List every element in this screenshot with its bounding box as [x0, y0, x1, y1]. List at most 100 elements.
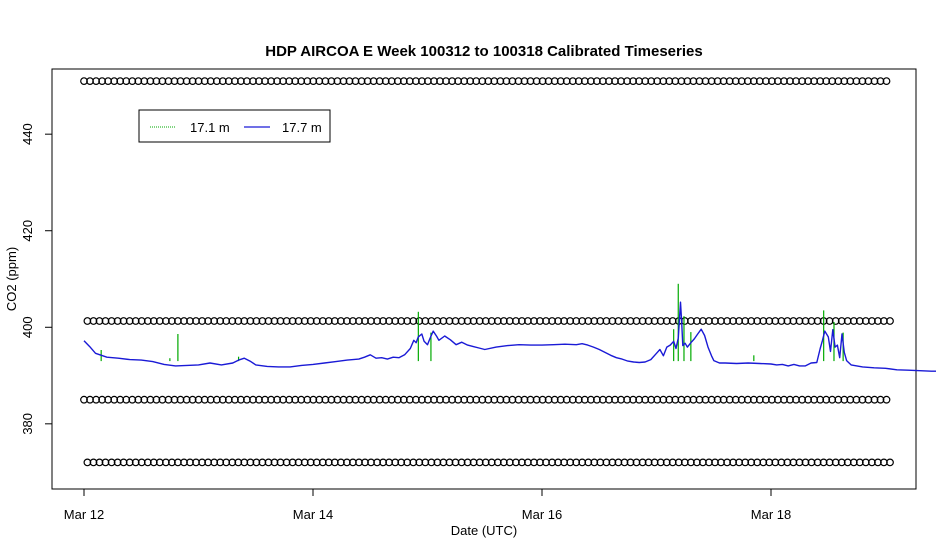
reference-marker-1-45	[355, 317, 363, 325]
reference-marker-2-49	[375, 395, 384, 404]
reference-marker-3-43	[343, 458, 351, 467]
reference-marker-3-63	[463, 458, 472, 467]
reference-marker-0-66	[478, 77, 487, 85]
reference-marker-1-68	[493, 317, 502, 325]
reference-marker-1-66	[481, 317, 490, 325]
x-tick-label-2: Mar 16	[522, 507, 562, 522]
reference-marker-1-49	[379, 317, 388, 325]
reference-marker-2-50	[381, 395, 390, 404]
reference-marker-2-63	[460, 395, 469, 404]
reference-marker-3-40	[324, 458, 333, 467]
reference-marker-0-67	[484, 77, 493, 85]
reference-marker-2-47	[363, 395, 372, 404]
reference-marker-0-133	[882, 77, 891, 85]
reference-marker-2-26	[236, 395, 245, 404]
reference-marker-0-61	[448, 77, 457, 85]
reference-marker-3-49	[379, 458, 388, 467]
reference-marker-0-69	[496, 77, 505, 85]
reference-marker-1-10	[143, 317, 152, 325]
reference-marker-3-36	[300, 458, 309, 467]
x-tick-label-3: Mar 18	[751, 507, 791, 522]
reference-marker-0-18	[188, 77, 197, 85]
reference-marker-0-59	[436, 77, 444, 85]
reference-marker-0-17	[182, 77, 191, 85]
reference-marker-0-40	[321, 77, 330, 85]
reference-marker-3-46	[361, 458, 369, 467]
reference-marker-3-27	[246, 458, 255, 467]
reference-marker-1-36	[300, 317, 309, 325]
reference-marker-0-25	[230, 77, 239, 85]
reference-marker-1-39	[318, 317, 327, 325]
reference-marker-3-21	[210, 458, 219, 467]
reference-marker-2-64	[466, 395, 475, 404]
reference-marker-0-52	[393, 77, 402, 85]
reference-marker-0-20	[200, 77, 209, 85]
reference-marker-2-61	[448, 395, 457, 404]
reference-marker-1-62	[457, 317, 466, 325]
reference-marker-1-55	[415, 317, 424, 325]
y-tick-label-2: 420	[20, 220, 35, 242]
reference-marker-0-46	[357, 77, 366, 85]
reference-marker-2-66	[478, 395, 487, 404]
reference-marker-3-10	[143, 458, 152, 467]
reference-marker-1-37	[306, 317, 315, 325]
reference-marker-0-34	[285, 77, 294, 85]
reference-marker-1-13	[161, 317, 170, 325]
reference-marker-2-22	[212, 395, 221, 404]
reference-marker-3-65	[475, 458, 484, 467]
legend-label-17-1m: 17.1 m	[190, 120, 230, 135]
reference-marker-2-38	[309, 395, 318, 404]
reference-marker-1-33	[282, 317, 291, 325]
reference-marker-0-26	[236, 77, 245, 85]
reference-marker-3-39	[318, 458, 327, 467]
reference-marker-1-21	[210, 317, 219, 325]
reference-marker-2-23	[218, 395, 227, 404]
reference-marker-2-17	[182, 395, 191, 404]
reference-marker-3-52	[397, 458, 406, 467]
reference-marker-1-52	[397, 317, 406, 325]
plot-frame	[51, 68, 917, 490]
reference-marker-1-48	[373, 317, 382, 325]
reference-marker-0-23	[218, 77, 227, 85]
reference-marker-3-45	[355, 458, 363, 467]
reference-marker-1-8	[131, 317, 140, 325]
reference-marker-2-59	[436, 395, 444, 404]
reference-marker-1-34	[288, 317, 297, 325]
x-axis-label: Date (UTC)	[451, 523, 517, 538]
legend-label-17-7m: 17.7 m	[282, 120, 322, 135]
y-axis: 380 400 420 440	[20, 123, 52, 435]
reference-marker-3-30	[264, 458, 273, 467]
reference-marker-2-52	[393, 395, 402, 404]
reference-marker-2-20	[200, 395, 209, 404]
reference-marker-1-133	[886, 317, 894, 325]
reference-marker-0-44	[345, 77, 354, 85]
reference-marker-3-60	[445, 458, 454, 467]
reference-marker-rows	[80, 77, 894, 467]
y-tick-label-3: 440	[20, 123, 35, 145]
reference-marker-0-56	[418, 77, 426, 85]
reference-marker-0-41	[327, 77, 336, 85]
legend-box	[138, 109, 331, 143]
reference-marker-0-8	[128, 77, 137, 85]
reference-marker-3-55	[415, 458, 424, 467]
reference-marker-1-25	[234, 317, 243, 325]
reference-marker-1-24	[228, 317, 237, 325]
reference-marker-0-63	[460, 77, 469, 85]
reference-marker-3-66	[481, 458, 490, 467]
reference-marker-2-9	[134, 395, 143, 404]
reference-marker-0-14	[164, 77, 173, 85]
reference-marker-3-11	[149, 458, 158, 467]
chart-title: HDP AIRCOA E Week 100312 to 100318 Calib…	[265, 43, 702, 60]
series-layer	[83, 283, 936, 372]
series-17-7m-line	[83, 301, 936, 372]
reference-marker-1-40	[324, 317, 333, 325]
reference-marker-1-65	[475, 317, 484, 325]
reference-marker-3-48	[373, 458, 382, 467]
reference-marker-0-12	[152, 77, 161, 85]
reference-marker-0-31	[267, 77, 276, 85]
reference-marker-3-13	[161, 458, 170, 467]
reference-marker-1-14	[167, 317, 176, 325]
reference-marker-3-57	[427, 458, 436, 467]
reference-marker-2-12	[152, 395, 161, 404]
reference-marker-3-68	[493, 458, 502, 467]
